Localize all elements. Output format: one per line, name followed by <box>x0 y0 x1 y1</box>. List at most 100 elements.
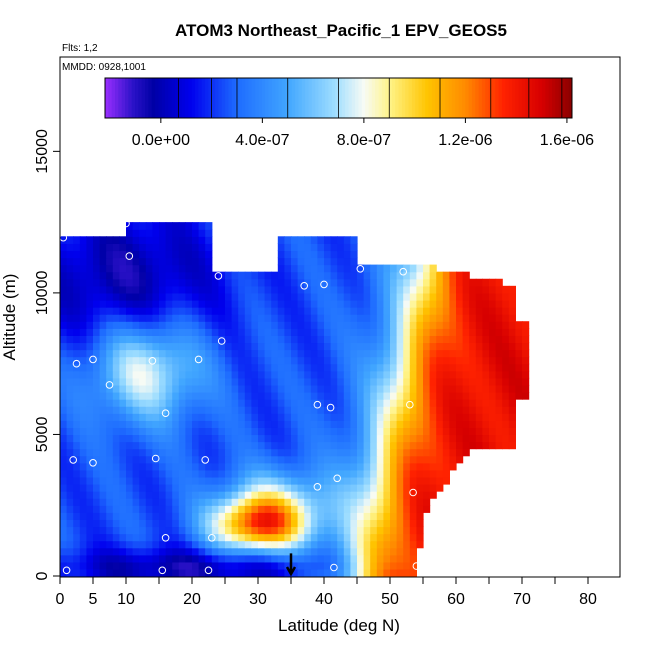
heat-cell <box>119 512 127 520</box>
heat-cell <box>86 427 94 436</box>
heat-cell <box>211 299 219 308</box>
heat-cell <box>218 420 226 428</box>
heat-cell <box>291 413 299 421</box>
heat-cell <box>139 222 147 230</box>
heat-cell <box>198 391 206 400</box>
heat-cell <box>277 462 285 471</box>
heat-cell <box>211 335 219 344</box>
heat-cell <box>244 498 252 506</box>
heat-cell <box>423 307 431 315</box>
heat-cell <box>363 399 371 407</box>
heat-cell <box>106 335 114 344</box>
heat-cell <box>310 377 318 386</box>
heat-cell <box>370 271 378 280</box>
heat-cell <box>159 476 167 485</box>
heat-cell <box>93 533 101 542</box>
heat-cell <box>350 285 358 294</box>
heat-cell <box>462 448 470 457</box>
observation-point <box>313 400 322 409</box>
heat-cell <box>324 356 332 365</box>
heat-cell <box>462 342 470 351</box>
heat-cell <box>462 399 470 407</box>
heat-cell <box>403 519 411 528</box>
heat-cell <box>284 342 292 351</box>
heat-cell <box>442 462 450 471</box>
heat-cell <box>271 505 279 513</box>
heat-cell <box>159 540 167 549</box>
heat-cell <box>383 434 391 443</box>
heat-cell <box>271 540 279 549</box>
heat-cell <box>449 307 457 315</box>
heat-cell <box>159 448 167 457</box>
heat-cell <box>317 540 325 549</box>
heat-cell <box>324 427 332 436</box>
heat-cell <box>73 349 81 358</box>
heat-cell <box>403 420 411 428</box>
heat-cell <box>376 441 384 450</box>
heat-cell <box>495 363 503 372</box>
heat-cell <box>423 370 431 379</box>
x-tick-label: 40 <box>315 591 333 608</box>
heat-cell <box>99 342 107 351</box>
heat-cell <box>409 292 417 301</box>
heat-cell <box>416 469 424 478</box>
heat-cell <box>145 406 153 414</box>
heat-cell <box>172 363 180 372</box>
heat-cell <box>363 377 371 386</box>
heat-cell <box>284 250 292 259</box>
heat-cell <box>132 314 140 322</box>
heat-cell <box>198 540 206 549</box>
y-tick-label: 5000 <box>34 417 51 453</box>
colorbar-segment <box>278 78 283 118</box>
heat-cell <box>390 491 398 499</box>
heat-cell <box>350 363 358 372</box>
heat-cell <box>99 526 107 535</box>
heat-cell <box>86 434 94 443</box>
heat-cell <box>165 257 173 266</box>
heat-cell <box>192 448 200 457</box>
heat-cell <box>324 321 332 329</box>
heat-cell <box>423 469 431 478</box>
heat-cell <box>66 498 74 506</box>
heat-cell <box>218 292 226 301</box>
colorbar-segment <box>391 78 396 118</box>
heat-cell <box>99 561 107 570</box>
heat-cell <box>416 264 424 273</box>
heat-cell <box>383 483 391 492</box>
heat-cell <box>79 519 87 528</box>
heat-cell <box>139 561 147 570</box>
heat-cell <box>238 363 246 372</box>
heat-cell <box>99 314 107 322</box>
heat-cell <box>429 264 437 273</box>
heat-cell <box>403 441 411 450</box>
heat-cell <box>495 314 503 322</box>
heat-cell <box>317 399 325 407</box>
heat-cell <box>390 512 398 520</box>
heat-cell <box>271 519 279 528</box>
heat-cell <box>442 299 450 308</box>
heat-cell <box>119 526 127 535</box>
heat-cell <box>132 278 140 287</box>
heat-cell <box>271 307 279 315</box>
heat-cell <box>86 349 94 358</box>
heat-cell <box>106 554 114 563</box>
heat-cell <box>93 285 101 294</box>
heat-cell <box>211 349 219 358</box>
heat-cell <box>390 399 398 407</box>
heat-cell <box>423 462 431 471</box>
heat-cell <box>469 413 477 421</box>
heat-cell <box>370 568 378 577</box>
heat-cell <box>93 328 101 336</box>
heat-cell <box>60 264 68 273</box>
heat-cell <box>198 349 206 358</box>
heat-cell <box>152 236 160 244</box>
heat-cell <box>271 533 279 542</box>
heat-cell <box>178 399 186 407</box>
heat-cell <box>462 349 470 358</box>
heat-cell <box>93 377 101 386</box>
heat-cell <box>86 448 94 457</box>
heat-cell <box>317 370 325 379</box>
heat-cell <box>112 349 120 358</box>
heat-cell <box>86 441 94 450</box>
heat-cell <box>277 476 285 485</box>
